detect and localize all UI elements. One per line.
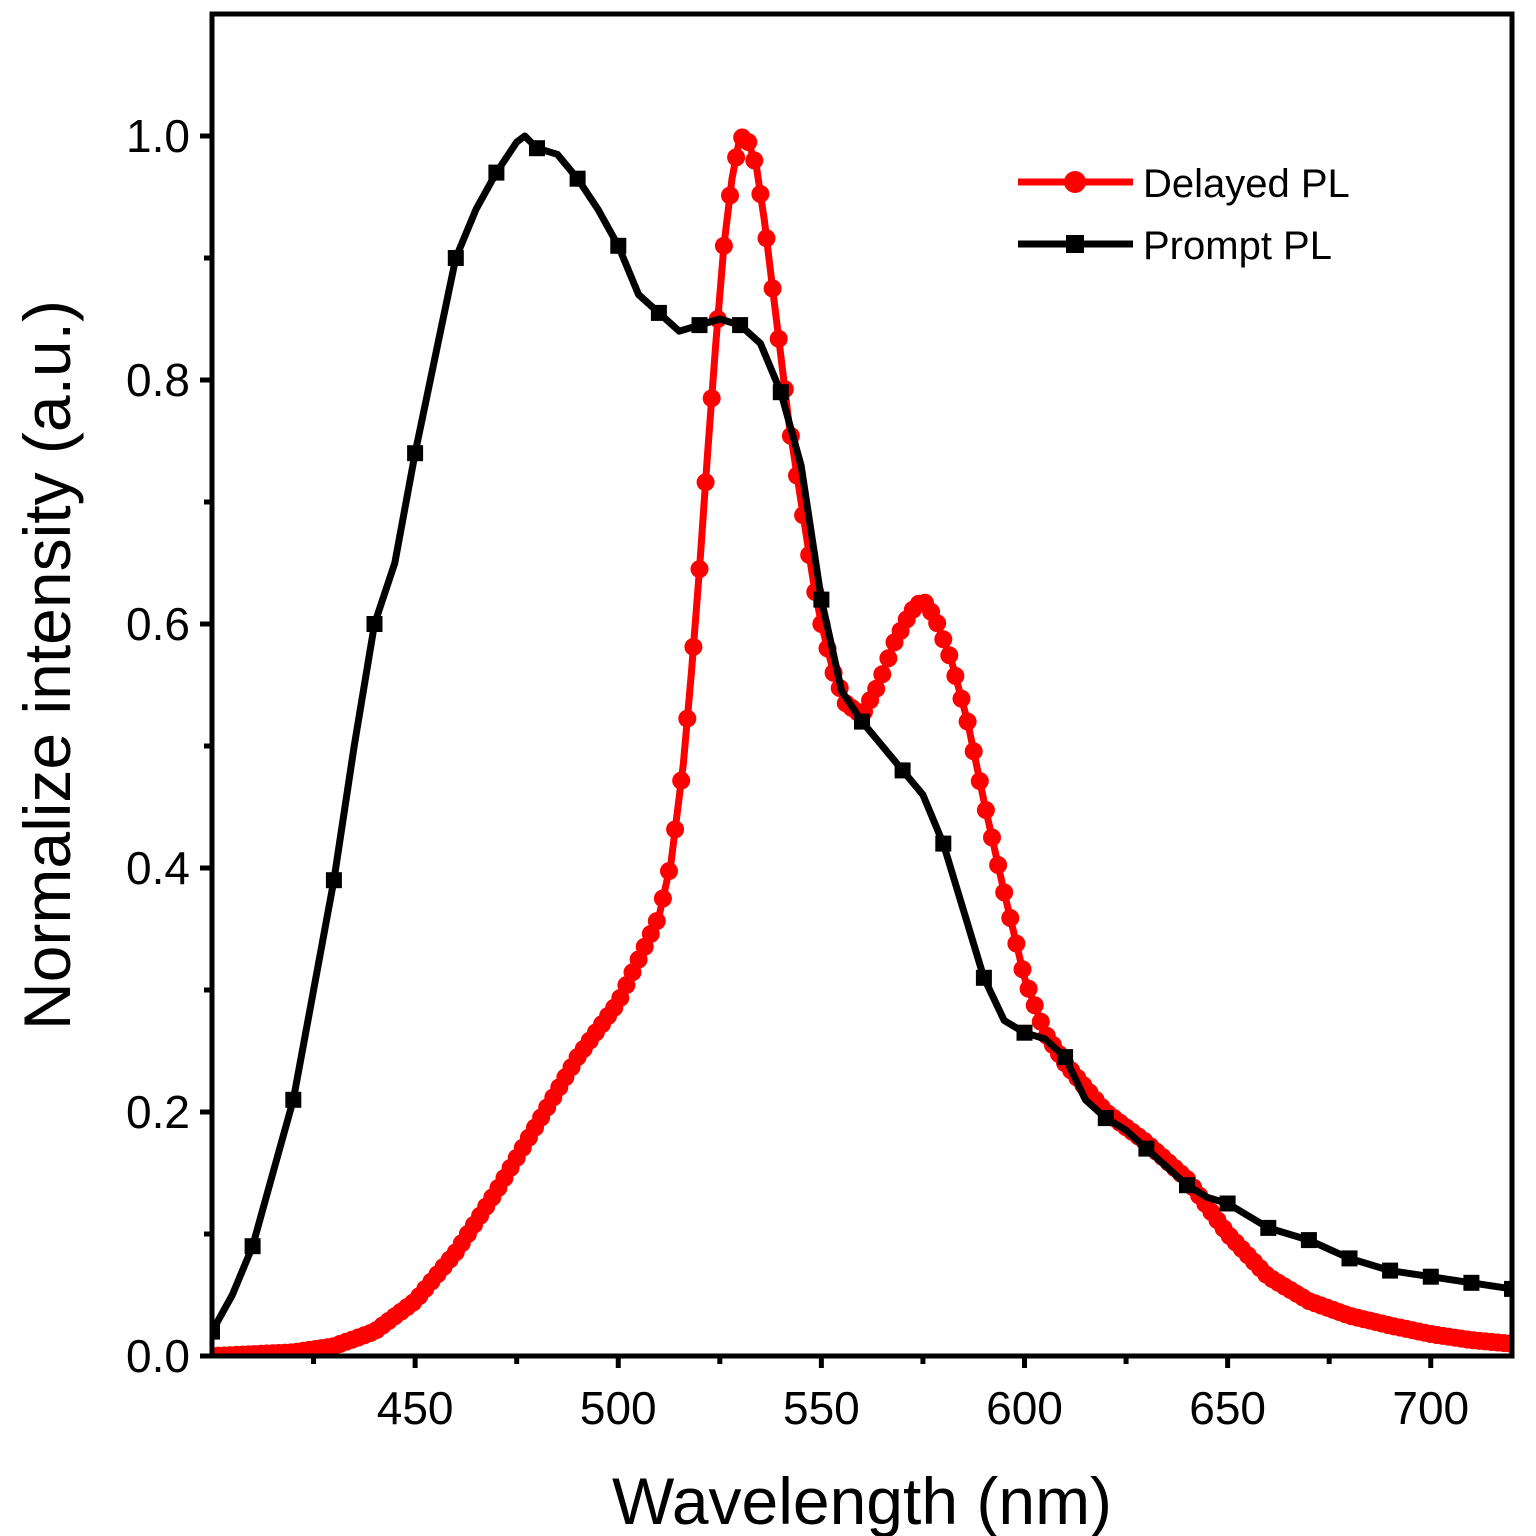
delayed-pl-marker xyxy=(1031,1012,1050,1031)
delayed-pl-marker xyxy=(751,185,770,203)
delayed-pl-marker xyxy=(690,560,709,579)
prompt-pl-marker xyxy=(1179,1177,1195,1194)
delayed-pl-marker xyxy=(879,649,898,668)
legend-delayed-pl-label: Delayed PL xyxy=(1143,162,1350,206)
x-tick-label: 450 xyxy=(377,1382,454,1434)
delayed-pl-marker xyxy=(934,630,953,649)
prompt-pl-marker xyxy=(772,384,789,401)
delayed-pl-marker xyxy=(660,862,678,881)
delayed-pl-marker xyxy=(757,229,776,248)
y-tick-label: 0.8 xyxy=(126,354,190,406)
prompt-pl-marker xyxy=(935,835,952,852)
y-tick-label: 0.2 xyxy=(126,1086,190,1138)
delayed-pl-marker xyxy=(946,666,965,685)
prompt-pl-marker xyxy=(650,304,667,321)
delayed-pl-marker xyxy=(964,742,983,761)
prompt-pl-marker xyxy=(1341,1250,1358,1267)
prompt-pl-marker xyxy=(691,317,708,334)
delayed-pl-marker xyxy=(672,771,691,790)
prompt-pl-marker xyxy=(732,317,749,334)
prompt-pl-marker xyxy=(212,1323,220,1340)
delayed-pl-marker xyxy=(727,148,746,167)
legend: Delayed PL Prompt PL xyxy=(1018,162,1350,268)
y-axis-title: Normalize intensity (a.u.) xyxy=(10,300,84,1030)
prompt-pl-marker xyxy=(407,445,424,462)
x-tick-label: 500 xyxy=(580,1382,657,1434)
prompt-pl-marker xyxy=(813,591,830,608)
prompt-pl-marker xyxy=(1260,1219,1277,1236)
legend-prompt-pl-label: Prompt PL xyxy=(1143,224,1332,268)
delayed-pl-marker xyxy=(678,709,697,728)
delayed-pl-marker xyxy=(1001,909,1020,927)
x-tick-label: 550 xyxy=(783,1382,860,1434)
prompt-pl-marker xyxy=(854,713,870,730)
prompt-pl-marker xyxy=(1504,1280,1512,1297)
prompt-pl-marker xyxy=(1422,1268,1439,1285)
axis-tick-labels: 450 500 550 600 650 700 0.0 0.2 0.4 0.6 0.8 1.0 xyxy=(126,110,1469,1434)
prompt-pl-marker xyxy=(1016,1024,1033,1041)
legend-delayed-pl-marker xyxy=(1064,171,1086,193)
prompt-pl-marker xyxy=(894,762,911,779)
delayed-pl-marker xyxy=(958,712,977,731)
delayed-pl-marker xyxy=(989,856,1008,874)
prompt-pl-marker xyxy=(1463,1274,1480,1291)
x-axis-title: Wavelength (nm) xyxy=(612,1464,1112,1536)
delayed-pl-marker xyxy=(867,679,886,698)
prompt-pl-marker xyxy=(975,969,992,986)
x-tick-label: 650 xyxy=(1189,1382,1266,1434)
prompt-pl-marker xyxy=(285,1091,302,1108)
prompt-pl-marker xyxy=(366,616,383,632)
y-tick-label: 1.0 xyxy=(126,110,190,162)
delayed-pl-marker xyxy=(1007,934,1026,953)
plot-frame xyxy=(209,11,1515,1359)
delayed-pl-marker xyxy=(970,772,989,791)
plot-area xyxy=(212,128,1512,1356)
delayed-pl-marker xyxy=(702,389,721,408)
delayed-pl-marker xyxy=(763,279,782,298)
delayed-pl-marker xyxy=(928,614,947,633)
legend-prompt-pl-marker xyxy=(1066,235,1084,253)
y-tick-label: 0.4 xyxy=(126,842,190,894)
delayed-pl-marker xyxy=(983,828,1001,847)
delayed-pl-marker xyxy=(721,186,739,205)
delayed-pl-marker xyxy=(1019,979,1038,998)
prompt-pl-marker xyxy=(1057,1049,1074,1066)
delayed-pl-marker xyxy=(653,889,672,908)
prompt-pl-marker xyxy=(1382,1262,1399,1279)
prompt-pl-marker xyxy=(244,1238,261,1255)
x-tick-label: 600 xyxy=(986,1382,1063,1434)
prompt-pl-marker xyxy=(488,164,505,181)
prompt-pl-marker xyxy=(325,872,342,889)
delayed-pl-marker xyxy=(647,912,666,931)
delayed-pl-marker xyxy=(1013,960,1032,979)
prompt-pl-marker xyxy=(1097,1110,1114,1127)
delayed-pl-marker xyxy=(952,689,971,708)
delayed-pl-marker xyxy=(684,637,703,656)
delayed-pl-marker xyxy=(976,801,995,820)
delayed-pl-marker xyxy=(1025,996,1044,1015)
prompt-pl-marker xyxy=(1138,1140,1155,1157)
delayed-pl-marker xyxy=(745,151,764,170)
delayed-pl-marker xyxy=(769,329,788,348)
delayed-pl-marker xyxy=(714,236,733,255)
prompt-pl-marker xyxy=(1300,1232,1317,1249)
prompt-pl-marker xyxy=(447,250,464,266)
delayed-pl-marker xyxy=(696,473,715,492)
prompt-pl-marker xyxy=(1219,1195,1236,1212)
delayed-pl-marker xyxy=(995,883,1014,902)
prompt-pl-marker xyxy=(610,237,627,254)
prompt-pl-marker xyxy=(529,140,545,157)
delayed-pl-marker xyxy=(739,133,758,152)
delayed-pl-marker xyxy=(666,820,685,839)
prompt-pl-marker xyxy=(569,170,586,187)
x-tick-label: 700 xyxy=(1392,1382,1469,1434)
y-tick-label: 0.6 xyxy=(126,598,190,650)
delayed-pl-marker xyxy=(873,665,892,684)
y-tick-label: 0.0 xyxy=(126,1330,190,1382)
delayed-pl-marker xyxy=(940,646,959,665)
delayed-pl-marker xyxy=(1501,1334,1512,1353)
